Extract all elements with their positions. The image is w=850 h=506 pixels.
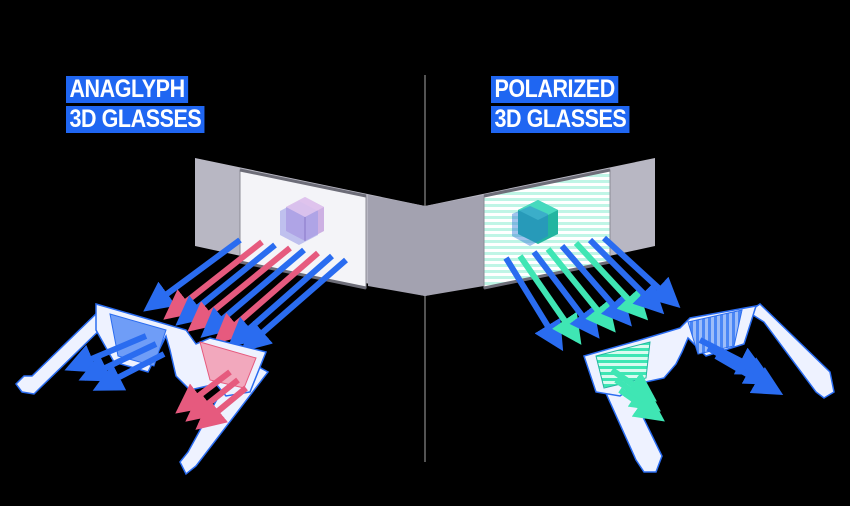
anaglyph-title-line-1: ANAGLYPH: [66, 76, 189, 103]
polarized-title-line-1: POLARIZED: [491, 76, 619, 103]
cube-icon: [280, 197, 324, 245]
polarized-title-line-2: 3D GLASSES: [491, 106, 630, 133]
anaglyph-title-line-2: 3D GLASSES: [66, 106, 205, 133]
polarized-rays-through-lens: [610, 337, 784, 422]
anaglyph-scene: [15, 158, 425, 476]
polarized-title: POLARIZED 3D GLASSES: [491, 76, 652, 136]
anaglyph-rays: [143, 237, 348, 352]
anaglyph-title: ANAGLYPH 3D GLASSES: [66, 76, 227, 136]
right-wall-shade: [425, 195, 484, 296]
anaglyph-rays-through-lens: [64, 333, 248, 430]
left-wall-shade: [368, 195, 425, 296]
polarized-scene: [425, 158, 835, 473]
cube-icon: [512, 200, 558, 246]
polarized-rays: [503, 235, 681, 352]
